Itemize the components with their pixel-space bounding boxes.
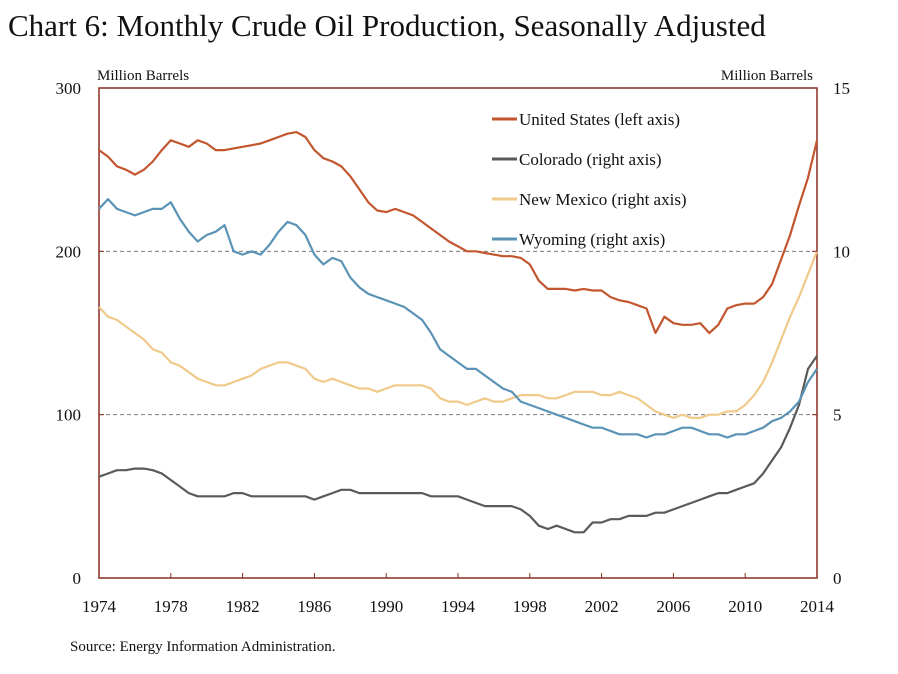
legend-label-0: United States (left axis): [519, 110, 680, 129]
right-tick-label: 15: [833, 79, 850, 98]
series-line-0: [98, 131, 819, 335]
x-tick-label: 2002: [585, 597, 619, 616]
x-tick-label: 1990: [369, 597, 403, 616]
x-tick-label: 1974: [82, 597, 117, 616]
x-tick-label: 1982: [226, 597, 260, 616]
legend-label-1: Colorado (right axis): [519, 150, 662, 169]
left-tick-label: 100: [56, 406, 82, 425]
source-note: Source: Energy Information Administratio…: [70, 639, 336, 655]
left-tick-label: 0: [73, 569, 82, 588]
x-tick-label: 2010: [728, 597, 762, 616]
left-axis-label: Million Barrels: [97, 68, 189, 84]
x-tick-label: 1986: [297, 597, 331, 616]
left-tick-label: 300: [56, 79, 82, 98]
right-tick-label: 0: [833, 569, 842, 588]
legend: United States (left axis) Colorado (right…: [492, 110, 687, 249]
reference-lines: [99, 250, 817, 416]
legend-label-3: Wyoming (right axis): [519, 230, 665, 249]
series-line-2: [98, 250, 819, 419]
series-line-1: [98, 355, 818, 534]
x-tick-label: 1994: [441, 597, 476, 616]
x-tick-label: 1998: [513, 597, 547, 616]
tick-labels: 1974 1978 1982 1986 1990 1994 1998 2002 2006 2010…: [56, 79, 851, 616]
series-line-3: [98, 198, 818, 439]
legend-label-2: New Mexico (right axis): [519, 190, 687, 209]
left-tick-label: 200: [56, 242, 82, 261]
chart-title: Chart 6: Monthly Crude Oil Production, S…: [8, 8, 766, 43]
right-tick-label: 5: [833, 406, 842, 425]
right-tick-label: 10: [833, 242, 850, 261]
x-tick-label: 1978: [154, 597, 188, 616]
series-lines: [98, 131, 819, 534]
axis-ticks: [98, 87, 818, 579]
x-tick-label: 2014: [800, 597, 835, 616]
right-axis-label: Million Barrels: [721, 68, 813, 84]
x-tick-label: 2006: [656, 597, 690, 616]
